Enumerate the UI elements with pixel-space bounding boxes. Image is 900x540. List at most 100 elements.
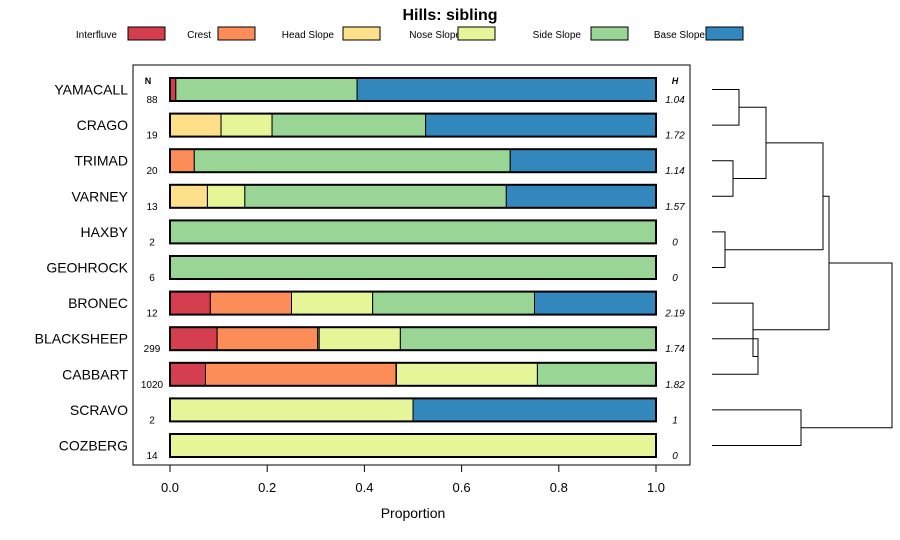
x-axis: 0.0 0.2 0.4 0.6 0.8 1.0	[161, 465, 665, 495]
bar-segment-cabbart-side-slope	[536, 362, 657, 387]
bar-outline-haxby	[169, 219, 657, 245]
bar-outline-crago	[169, 112, 657, 138]
category-label-cabbart: CABBART	[62, 366, 128, 382]
dendrogram-link-root	[801, 262, 893, 429]
bar-segment-yamacall-base-slope	[356, 77, 657, 102]
x-tick-label-5: 1.0	[647, 480, 665, 495]
bar-segment-blacksheep-nose-slope	[318, 326, 401, 351]
x-tick-label-3: 0.6	[453, 480, 471, 495]
bar-segment-yamacall-side-slope	[175, 77, 358, 102]
bar-segment-scravo-nose-slope	[169, 397, 414, 422]
n-value-crago: 19	[146, 131, 158, 142]
dendrogram	[712, 89, 893, 446]
dendrogram-link-group-b	[725, 142, 824, 251]
bar-segment-bronec-side-slope	[372, 291, 535, 316]
bar-outline-bronec	[169, 290, 657, 316]
n-value-scravo: 2	[149, 415, 155, 426]
legend-label-base-slope: Base Slope	[654, 30, 706, 41]
dendrogram-link-scravo-cozberg	[712, 409, 802, 446]
bar-outline-yamacall	[169, 77, 657, 102]
legend-swatch-base-slope	[705, 26, 744, 41]
bar-segment-bronec-base-slope	[534, 291, 657, 316]
x-tick-label-2: 0.4	[355, 480, 373, 495]
dendrogram-link-yamacall-crago	[712, 89, 740, 126]
category-label-scravo: SCRAVO	[70, 402, 128, 418]
bar-segment-bronec-interfluve	[169, 291, 211, 316]
bar-outline-varney	[169, 183, 657, 209]
category-label-bronec: BRONEC	[68, 295, 128, 311]
category-label-haxby: HAXBY	[81, 224, 129, 240]
dendrogram-link-blacksheep-cabbart	[712, 338, 759, 375]
h-value-yamacall: 1.04	[665, 95, 685, 106]
legend-label-nose-slope: Nose Slope	[409, 30, 461, 41]
h-value-scravo: 1	[672, 415, 678, 426]
n-value-varney: 13	[146, 202, 158, 213]
dendrogram-link-trimad-varney	[712, 160, 734, 197]
bar-segment-cabbart-nose-slope	[395, 362, 538, 387]
bar-segment-blacksheep-crest	[216, 326, 319, 351]
category-label-trimad: TRIMAD	[74, 153, 128, 169]
category-label-blacksheep: BLACKSHEEP	[35, 331, 128, 347]
legend-label-head-slope: Head Slope	[282, 30, 335, 41]
n-value-haxby: 2	[149, 237, 155, 248]
bar-segment-bronec-crest	[209, 291, 292, 316]
h-value-cabbart: 1.82	[665, 380, 685, 391]
h-value-crago: 1.72	[665, 131, 685, 142]
bar-outline-geohrock	[169, 255, 657, 280]
legend: Interfluve Crest Head Slope Nose Slope Side …	[76, 26, 744, 41]
legend-swatch-interfluve	[127, 26, 166, 41]
bar-segment-varney-head-slope	[169, 184, 208, 209]
category-label-varney: VARNEY	[71, 188, 128, 204]
legend-label-side-slope: Side Slope	[533, 30, 582, 41]
h-value-varney: 1.57	[665, 202, 685, 213]
bar-segment-cabbart-crest	[204, 362, 397, 387]
h-value-haxby: 0	[672, 237, 678, 248]
bar-segment-cozberg-nose-slope	[169, 433, 657, 458]
dendrogram-link-bronec	[712, 302, 758, 357]
legend-swatch-nose-slope	[457, 26, 496, 41]
n-column-header: N	[145, 76, 152, 86]
n-value-blacksheep: 299	[144, 344, 161, 355]
bar-segment-trimad-crest	[169, 148, 195, 173]
legend-swatch-head-slope	[342, 26, 381, 41]
bar-segment-haxby-side-slope	[169, 219, 657, 244]
x-tick-label-4: 0.8	[550, 480, 568, 495]
category-label-geohrock: GEOHROCK	[46, 260, 128, 276]
h-column-header: H	[672, 76, 679, 86]
h-value-geohrock: 0	[672, 273, 678, 284]
bar-segment-crago-head-slope	[169, 113, 222, 138]
n-value-trimad: 20	[146, 166, 158, 177]
bar-outline-cabbart	[169, 361, 657, 387]
h-value-cozberg: 0	[672, 451, 678, 462]
bar-segment-varney-base-slope	[505, 184, 657, 209]
bar-segment-crago-base-slope	[425, 113, 657, 138]
h-value-blacksheep: 1.74	[665, 344, 685, 355]
bar-segment-blacksheep-interfluve	[169, 326, 218, 351]
legend-label-crest: Crest	[187, 30, 211, 41]
bar-segment-blacksheep-side-slope	[399, 326, 657, 351]
n-value-cozberg: 14	[146, 451, 158, 462]
dendrogram-link-group-a	[733, 106, 767, 179]
bar-segment-crago-side-slope	[271, 113, 427, 138]
bar-segment-cabbart-interfluve	[169, 362, 206, 387]
category-label-cozberg: COZBERG	[59, 438, 128, 454]
legend-label-interfluve: Interfluve	[76, 30, 118, 41]
bar-segment-scravo-base-slope	[412, 397, 657, 422]
n-value-geohrock: 6	[149, 273, 155, 284]
bar-segment-varney-nose-slope	[206, 184, 246, 209]
legend-swatch-crest	[217, 26, 256, 41]
bar-segment-geohrock-side-slope	[169, 255, 657, 280]
n-value-yamacall: 88	[146, 95, 158, 106]
n-value-cabbart: 1020	[141, 380, 164, 391]
x-axis-title: Proportion	[381, 505, 446, 521]
x-tick-label-1: 0.2	[258, 480, 276, 495]
bar-outline-cozberg	[169, 433, 657, 458]
dendrogram-link-haxby-geohrock	[712, 231, 726, 268]
bar-outline-blacksheep	[169, 326, 657, 352]
category-label-yamacall: YAMACALL	[54, 82, 128, 98]
n-value-bronec: 12	[146, 309, 158, 320]
bar-segment-trimad-side-slope	[193, 148, 511, 173]
bar-segment-varney-side-slope	[244, 184, 507, 209]
